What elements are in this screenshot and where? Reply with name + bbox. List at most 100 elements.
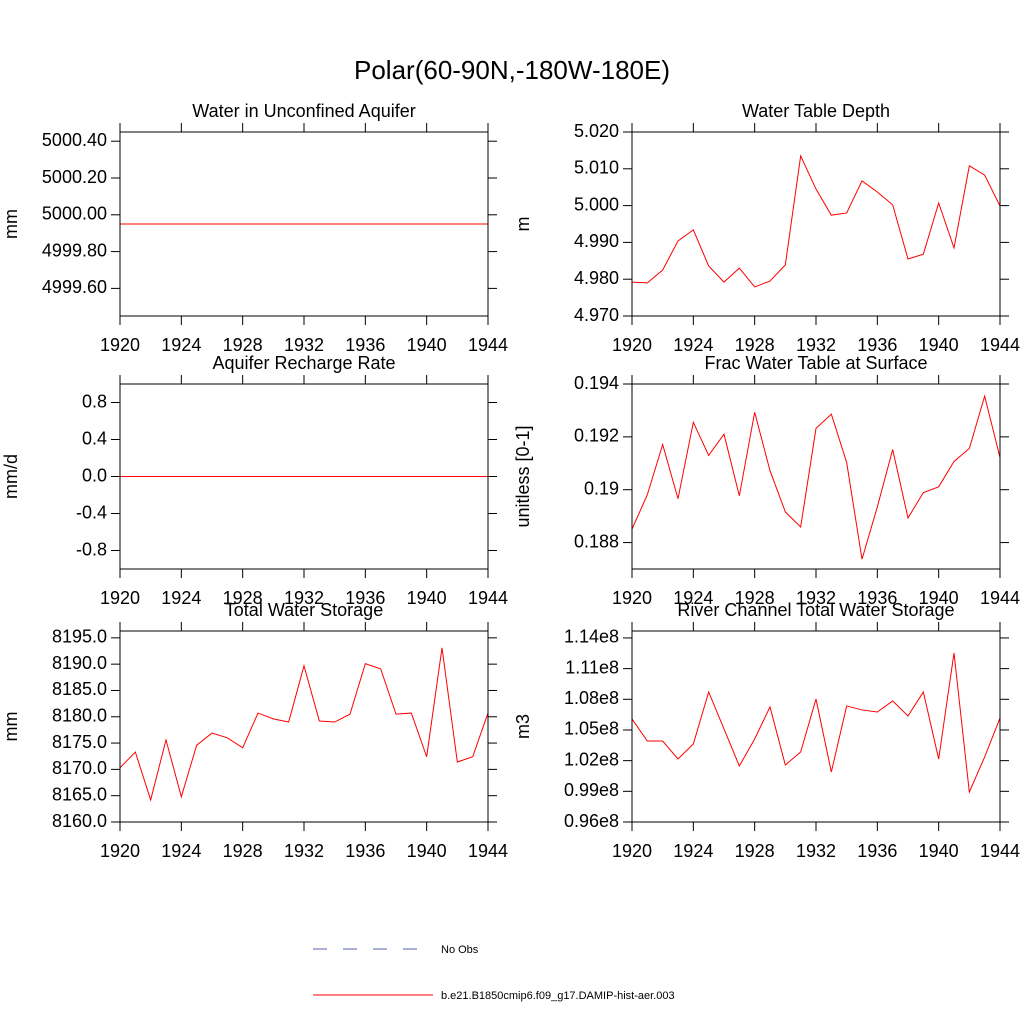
y-axis-label: m3 bbox=[513, 714, 533, 739]
y-tick-label: 4.990 bbox=[574, 231, 619, 251]
panel-title: Frac Water Table at Surface bbox=[704, 353, 927, 373]
plot-frame bbox=[119, 383, 489, 570]
y-tick-label: 1.11e8 bbox=[565, 657, 619, 677]
y-tick-label: 0.8 bbox=[82, 391, 107, 411]
y-tick-label: 0.19 bbox=[584, 478, 619, 498]
x-tick-label: 1940 bbox=[407, 335, 447, 355]
y-axis-label: mm bbox=[1, 712, 21, 742]
panel-title: Total Water Storage bbox=[225, 600, 383, 620]
y-tick-label: 8170.0 bbox=[52, 758, 107, 778]
data-line bbox=[631, 154, 1001, 288]
y-axis-label: mm bbox=[1, 209, 21, 239]
x-tick-label: 1928 bbox=[735, 841, 775, 861]
y-tick-label: 1.14e8 bbox=[564, 627, 619, 647]
x-tick-label: 1928 bbox=[735, 335, 775, 355]
x-tick-label: 1924 bbox=[161, 335, 201, 355]
x-tick-label: 1932 bbox=[796, 335, 836, 355]
y-tick-label: 8190.0 bbox=[52, 653, 107, 673]
x-tick-label: 1924 bbox=[673, 335, 713, 355]
y-tick-label: 5000.00 bbox=[42, 204, 107, 224]
x-tick-label: 1932 bbox=[284, 588, 324, 608]
x-tick-label: 1936 bbox=[345, 588, 385, 608]
y-tick-label: 5000.20 bbox=[42, 167, 107, 187]
y-tick-label: 0.0 bbox=[82, 465, 107, 485]
data-line bbox=[119, 647, 489, 802]
panel-title: Aquifer Recharge Rate bbox=[212, 353, 395, 373]
x-tick-label: 1924 bbox=[673, 588, 713, 608]
x-tick-label: 1940 bbox=[919, 335, 959, 355]
plot-frame bbox=[631, 131, 1001, 317]
y-tick-label: 8175.0 bbox=[52, 732, 107, 752]
y-tick-label: 0.99e8 bbox=[564, 780, 619, 800]
data-line bbox=[631, 652, 1001, 794]
x-tick-label: 1936 bbox=[857, 335, 897, 355]
x-tick-label: 1936 bbox=[857, 841, 897, 861]
x-tick-label: 1924 bbox=[161, 588, 201, 608]
y-axis-label: unitless [0-1] bbox=[513, 425, 533, 527]
y-tick-label: 0.192 bbox=[574, 426, 619, 446]
x-tick-label: 1944 bbox=[468, 335, 508, 355]
x-tick-label: 1936 bbox=[857, 588, 897, 608]
y-tick-label: -0.4 bbox=[76, 502, 107, 522]
x-tick-label: 1944 bbox=[468, 588, 508, 608]
x-tick-label: 1936 bbox=[345, 841, 385, 861]
x-tick-label: 1928 bbox=[223, 335, 263, 355]
y-tick-label: 0.188 bbox=[574, 531, 619, 551]
y-tick-label: 4.970 bbox=[574, 305, 619, 325]
legend-label: b.e21.B1850cmip6.f09_g17.DAMIP-hist-aer.… bbox=[441, 990, 675, 1002]
y-tick-label: 1.05e8 bbox=[564, 719, 619, 739]
y-tick-label: 8165.0 bbox=[52, 784, 107, 804]
x-tick-label: 1944 bbox=[980, 335, 1020, 355]
x-tick-label: 1932 bbox=[284, 335, 324, 355]
x-tick-label: 1940 bbox=[919, 841, 959, 861]
plot-frame bbox=[631, 383, 1001, 570]
figure-title: Polar(60-90N,-180W-180E) bbox=[354, 55, 670, 85]
plot-frame bbox=[119, 131, 489, 317]
y-tick-label: 5.000 bbox=[574, 194, 619, 214]
panel-title: Water Table Depth bbox=[742, 101, 890, 121]
x-tick-label: 1920 bbox=[100, 335, 140, 355]
x-tick-label: 1944 bbox=[980, 841, 1020, 861]
y-tick-label: 4.980 bbox=[574, 268, 619, 288]
y-tick-label: 4999.80 bbox=[42, 240, 107, 260]
y-tick-label: 8180.0 bbox=[52, 706, 107, 726]
panel-title: Water in Unconfined Aquifer bbox=[192, 101, 415, 121]
x-tick-label: 1932 bbox=[796, 841, 836, 861]
y-axis-label: m bbox=[513, 217, 533, 232]
x-tick-label: 1928 bbox=[735, 588, 775, 608]
x-tick-label: 1940 bbox=[407, 841, 447, 861]
data-line bbox=[631, 394, 1001, 560]
panel-title: River Channel Total Water Storage bbox=[677, 600, 954, 620]
y-tick-label: 8185.0 bbox=[52, 679, 107, 699]
x-tick-label: 1924 bbox=[161, 841, 201, 861]
x-tick-label: 1928 bbox=[223, 588, 263, 608]
x-tick-label: 1936 bbox=[345, 335, 385, 355]
x-tick-label: 1920 bbox=[612, 588, 652, 608]
y-tick-label: 5000.40 bbox=[42, 130, 107, 150]
x-tick-label: 1944 bbox=[980, 588, 1020, 608]
y-tick-label: 8160.0 bbox=[52, 811, 107, 831]
y-axis-label: mm/d bbox=[1, 454, 21, 499]
x-tick-label: 1920 bbox=[612, 841, 652, 861]
x-tick-label: 1920 bbox=[612, 335, 652, 355]
y-tick-label: -0.8 bbox=[76, 539, 107, 559]
x-tick-label: 1940 bbox=[919, 588, 959, 608]
x-tick-label: 1940 bbox=[407, 588, 447, 608]
y-tick-label: 0.96e8 bbox=[564, 811, 619, 831]
y-tick-label: 5.020 bbox=[574, 121, 619, 141]
x-tick-label: 1932 bbox=[284, 841, 324, 861]
x-tick-label: 1920 bbox=[100, 841, 140, 861]
y-tick-label: 4999.60 bbox=[42, 277, 107, 297]
y-tick-label: 0.194 bbox=[574, 373, 619, 393]
plot-frame bbox=[631, 630, 1001, 823]
x-tick-label: 1932 bbox=[796, 588, 836, 608]
x-tick-label: 1928 bbox=[223, 841, 263, 861]
legend-label: No Obs bbox=[441, 944, 479, 956]
x-tick-label: 1924 bbox=[673, 841, 713, 861]
y-tick-label: 5.010 bbox=[574, 158, 619, 178]
y-tick-label: 1.02e8 bbox=[564, 749, 619, 769]
y-tick-label: 1.08e8 bbox=[564, 688, 619, 708]
x-tick-label: 1920 bbox=[100, 588, 140, 608]
y-tick-label: 0.4 bbox=[82, 428, 107, 448]
